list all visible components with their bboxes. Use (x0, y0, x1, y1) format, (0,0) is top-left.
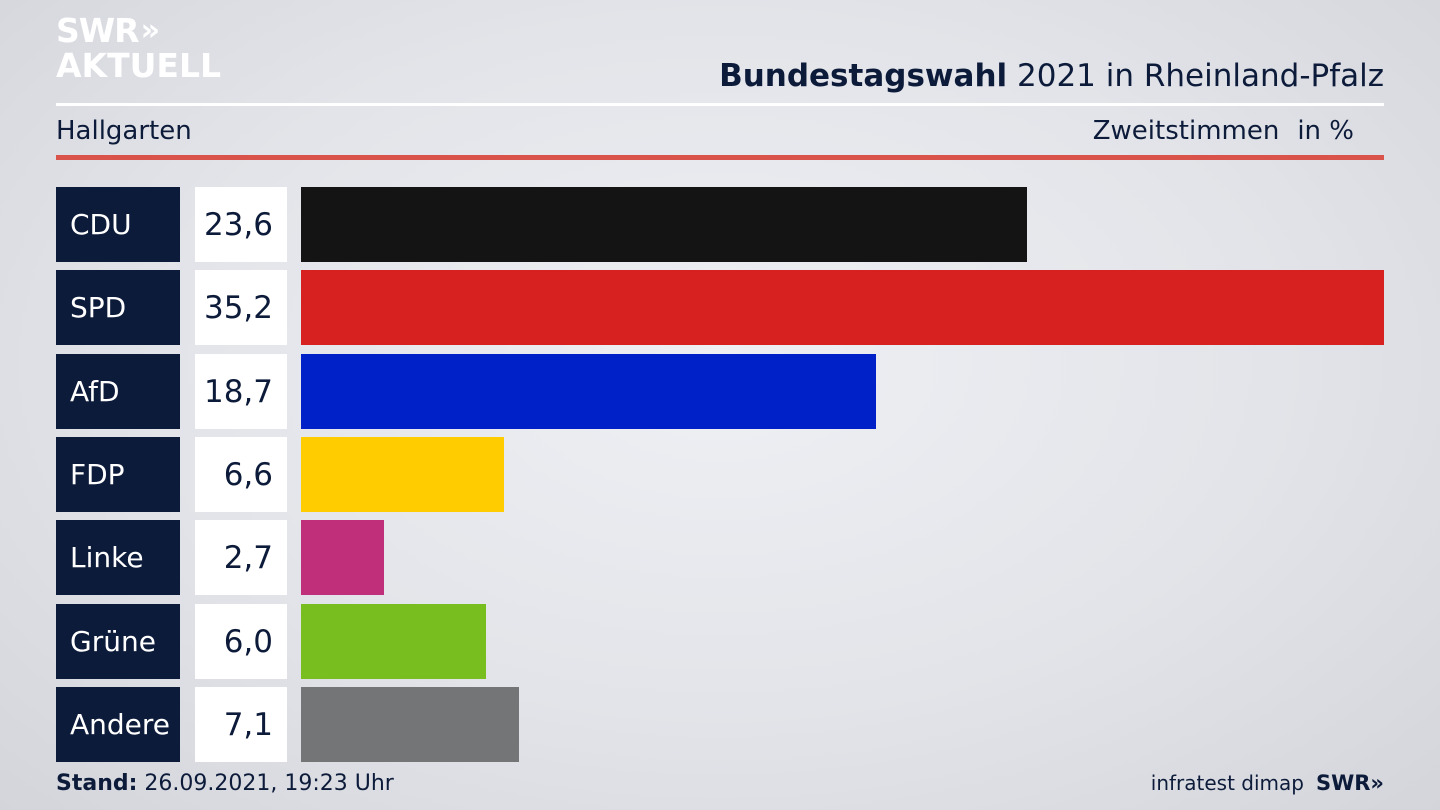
party-label: Linke (56, 520, 180, 595)
chart-title-bold: Bundestagswahl (719, 58, 1008, 94)
region-label: Hallgarten (56, 116, 192, 146)
bar (301, 187, 1027, 262)
bar (301, 270, 1384, 345)
bar-row: CDU 23,6 (56, 187, 1384, 262)
value-label: 6,0 (195, 604, 287, 679)
party-label: CDU (56, 187, 180, 262)
party-label: SPD (56, 270, 180, 345)
bar (301, 604, 486, 679)
swr-aktuell-logo: SWR» AKTUELL (56, 14, 221, 82)
party-label: AfD (56, 354, 180, 429)
bar-row: SPD 35,2 (56, 270, 1384, 345)
logo-swr-text: SWR (56, 11, 140, 50)
value-label: 7,1 (195, 687, 287, 762)
party-label: Andere (56, 687, 180, 762)
party-label: Grüne (56, 604, 180, 679)
results-bar-chart: CDU 23,6 SPD 35,2 AfD 18,7 FDP 6,6 Linke 2,7 Grüne… (56, 187, 1384, 762)
header-divider (56, 103, 1384, 106)
logo-aktuell-text: AKTUELL (56, 46, 222, 85)
bar (301, 437, 504, 512)
value-label: 2,7 (195, 520, 287, 595)
swr-mini-logo: SWR» (1315, 771, 1384, 795)
value-label: 18,7 (195, 354, 287, 429)
unit-label: in % (1297, 116, 1354, 146)
party-label: FDP (56, 437, 180, 512)
bar-row: AfD 18,7 (56, 354, 1384, 429)
bar-row: FDP 6,6 (56, 437, 1384, 512)
logo-chevron-icon: » (140, 12, 161, 48)
value-label: 6,6 (195, 437, 287, 512)
bar (301, 687, 519, 762)
value-label: 23,6 (195, 187, 287, 262)
chart-title: Bundestagswahl 2021 in Rheinland-Pfalz (719, 58, 1384, 94)
value-label: 35,2 (195, 270, 287, 345)
chart-title-rest: 2021 in Rheinland-Pfalz (1007, 58, 1384, 94)
accent-divider (56, 155, 1384, 160)
bar-row: Linke 2,7 (56, 520, 1384, 595)
timestamp-label: Stand: (56, 771, 138, 796)
timestamp: Stand: 26.09.2021, 19:23 Uhr (56, 771, 394, 796)
bar-row: Grüne 6,0 (56, 604, 1384, 679)
metric-label: Zweitstimmen in % (1093, 116, 1354, 146)
bar (301, 520, 384, 595)
bar (301, 354, 876, 429)
metric-name: Zweitstimmen (1092, 116, 1280, 146)
source-credit: infratest dimap SWR» (1151, 771, 1384, 795)
timestamp-value: 26.09.2021, 19:23 Uhr (137, 771, 394, 796)
bar-row: Andere 7,1 (56, 687, 1384, 762)
source-name: infratest dimap (1150, 771, 1304, 795)
